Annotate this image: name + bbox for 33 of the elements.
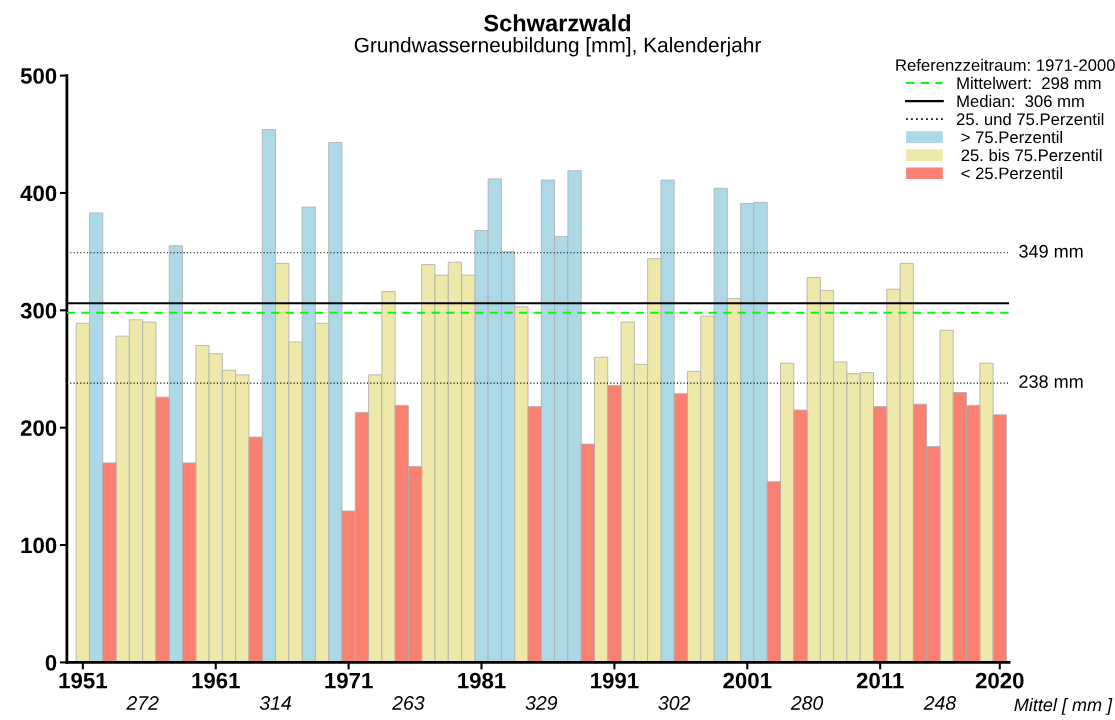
chart-subtitle: Grundwasserneubildung [mm], Kalenderjahr <box>354 37 761 57</box>
y-tick-label: 400 <box>20 185 57 202</box>
legend-label: > 75.Perzentil <box>961 130 1062 144</box>
text: 329 <box>525 696 558 710</box>
y-tick-label: 200 <box>20 420 57 436</box>
x-tick-label: 1971 <box>325 672 373 689</box>
text: 248 <box>923 696 957 710</box>
x-tick-label: 1991 <box>591 672 639 689</box>
y-tick-label: 300 <box>20 302 57 319</box>
text: 263 <box>392 696 425 710</box>
text: 302 <box>658 696 691 710</box>
text: 272 <box>126 696 159 710</box>
ref-line-label: 238 mm <box>1019 375 1083 388</box>
legend-label: Median: 306 mm <box>957 94 1084 108</box>
text: Mittel [ mm ] <box>1014 697 1113 715</box>
x-tick-label: 1981 <box>458 672 506 689</box>
x-tick-label: 2001 <box>723 672 772 689</box>
chart-title: Schwarzwald <box>484 14 631 32</box>
y-tick-label: 0 <box>45 654 57 671</box>
ref-line-label: 349 mm <box>1019 244 1083 258</box>
annotation: 25. und 75.Perzentil <box>956 112 1104 126</box>
legend-title: Referenzzeitraum: 1971-2000 <box>896 58 1115 72</box>
text: 280 <box>790 696 824 710</box>
x-tick-label: 2011 <box>856 672 904 689</box>
y-tick-label: 100 <box>21 537 57 554</box>
legend-label: 25. bis 75.Perzentil <box>961 148 1102 162</box>
text: 314 <box>259 696 292 710</box>
legend-label: Mittelwert: 298 mm <box>957 76 1101 90</box>
x-tick-label: 2020 <box>975 672 1024 689</box>
x-tick-label: 1961 <box>192 672 240 689</box>
legend-label: < 25.Perzentil <box>961 167 1062 180</box>
x-tick-label: 1951 <box>59 672 107 689</box>
y-tick-label: 500 <box>20 68 57 84</box>
